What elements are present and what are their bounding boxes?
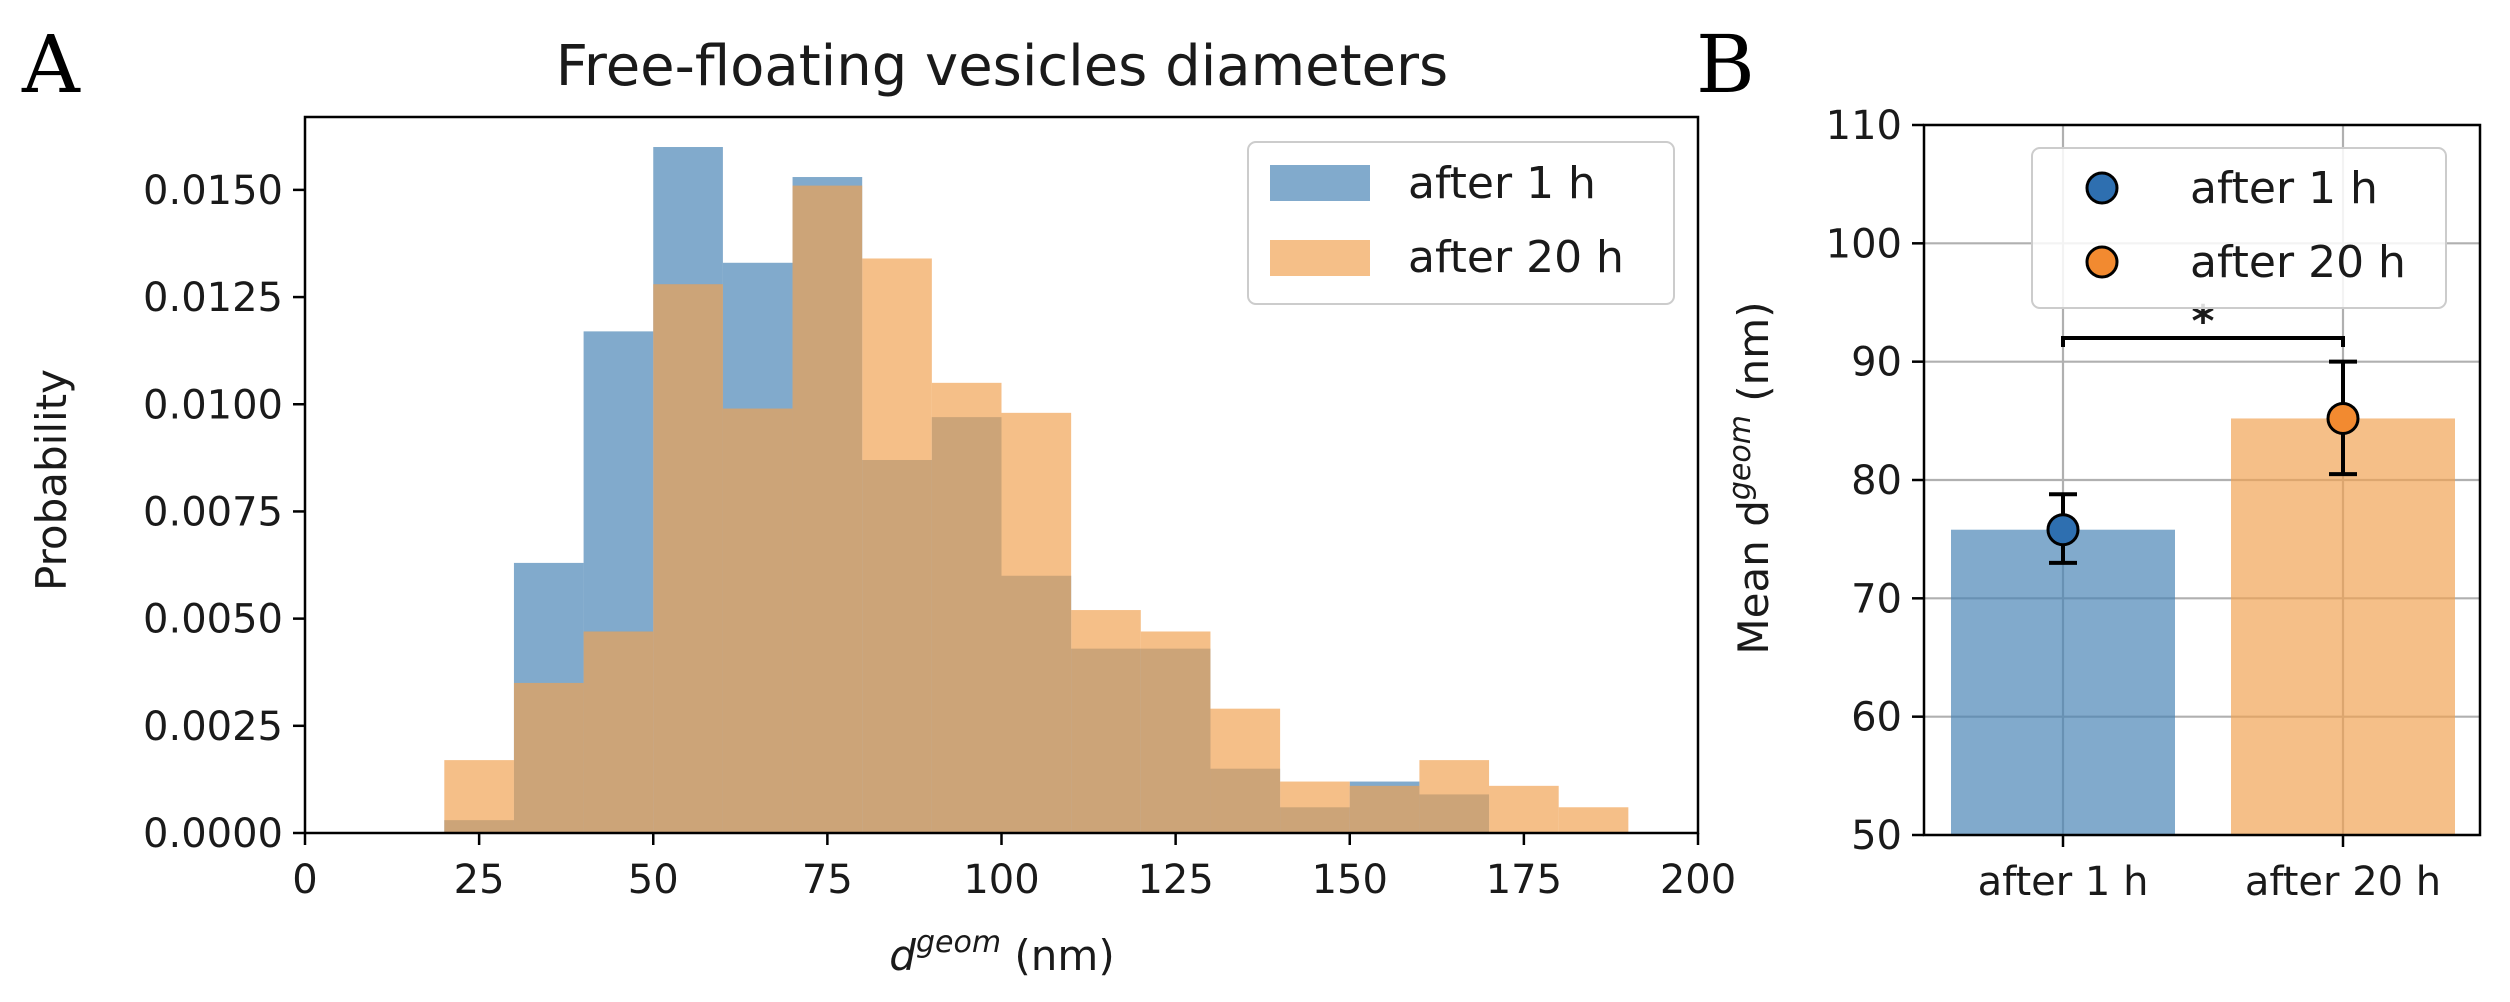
histogram-legend: after 1 h after 20 h xyxy=(1247,141,1675,305)
histogram-bar-after-20h-11 xyxy=(1210,708,1281,833)
histogram-bars xyxy=(444,147,1629,834)
legend-marker-after-20h xyxy=(2085,245,2119,279)
bar-legend-label-after-1h: after 1 h xyxy=(2190,163,2378,214)
y-tick-label: 90 xyxy=(1851,340,1902,386)
x-tick-label: 25 xyxy=(454,857,505,903)
x-tick-label: 175 xyxy=(1486,857,1562,903)
bar-chart-y-axis-label-text: Mean d xyxy=(1729,500,1778,654)
histogram-x-axis-label-sup: geom xyxy=(916,925,1001,960)
histogram-y-ticks: 0.0000 0.0025 0.0050 0.0075 0.0100 0.0125 0.01… xyxy=(143,168,305,857)
y-tick-label: 80 xyxy=(1851,458,1902,504)
y-tick-label: 110 xyxy=(1826,103,1902,149)
y-tick-label: 0.0000 xyxy=(143,811,283,857)
bar-chart-y-axis-label-sup: geom xyxy=(1723,415,1758,500)
x-tick-label: after 20 h xyxy=(2245,859,2441,905)
y-tick-label: 0.0125 xyxy=(143,275,283,321)
bar-chart-y-ticks: 50 60 70 80 90 100 110 xyxy=(1826,103,1924,859)
bar-after-1h xyxy=(1951,529,2175,835)
histogram-bar-after-20h-15 xyxy=(1489,785,1559,833)
y-tick-label: 0.0025 xyxy=(143,704,283,750)
mean-marker-after-20h xyxy=(2326,401,2360,435)
mean-marker-after-1h xyxy=(2046,513,2080,547)
y-tick-label: 50 xyxy=(1851,813,1902,859)
bar-chart-bars xyxy=(1951,418,2455,835)
y-tick-label: 0.0100 xyxy=(143,382,283,428)
histogram-bar-after-20h-4 xyxy=(722,408,793,833)
histogram-bar-after-20h-3 xyxy=(653,284,723,833)
histogram-bar-after-20h-7 xyxy=(931,382,1002,833)
y-tick-label: 0.0075 xyxy=(143,489,283,535)
legend-marker-after-1h xyxy=(2085,171,2119,205)
histogram-bar-after-20h-16 xyxy=(1558,807,1629,833)
significance-bracket-line xyxy=(2061,336,2345,347)
x-tick-label: 125 xyxy=(1137,857,1213,903)
histogram-bar-after-20h-1 xyxy=(513,682,584,833)
legend-label-after-20h: after 20 h xyxy=(1408,232,1624,283)
y-tick-label: 0.0050 xyxy=(143,597,283,643)
bar-legend-label-after-20h: after 20 h xyxy=(2190,237,2406,288)
x-tick-label: 100 xyxy=(963,857,1039,903)
histogram-bar-after-20h-12 xyxy=(1280,781,1350,833)
histogram-y-axis-label: Probability xyxy=(27,369,76,591)
histogram-bar-after-20h-6 xyxy=(862,258,932,834)
x-tick-label: 75 xyxy=(802,857,853,903)
histogram-bar-after-20h-2 xyxy=(583,631,654,833)
histogram-x-axis-label-var: d xyxy=(889,931,916,980)
bar-chart-y-axis-label-unit: (nm) xyxy=(1729,301,1778,415)
histogram-bar-after-20h-9 xyxy=(1071,610,1141,833)
bar-after-20h xyxy=(2231,418,2455,835)
panel-a-label: A xyxy=(21,18,81,111)
histogram-title: Free-floating vesicles diameters xyxy=(556,34,1448,99)
legend-swatch-after-1h xyxy=(1270,165,1370,201)
bar-chart-error-bars xyxy=(2046,359,2360,565)
histogram-x-axis-label-unit: (nm) xyxy=(1001,931,1115,980)
y-tick-label: 60 xyxy=(1851,695,1902,741)
legend-swatch-after-20h xyxy=(1270,240,1370,276)
histogram-bar-after-20h-8 xyxy=(1001,412,1072,833)
bar-chart-legend-box xyxy=(2031,147,2447,309)
x-tick-label: after 1 h xyxy=(1978,859,2149,905)
histogram-bar-after-20h-13 xyxy=(1349,785,1420,833)
histogram-bar-after-20h-14 xyxy=(1419,760,1490,833)
histogram-panel: Free-floating vesicles diameters 0 25 50 75… xyxy=(27,34,1736,980)
histogram-bar-after-20h-5 xyxy=(792,185,863,833)
x-tick-label: 50 xyxy=(628,857,679,903)
y-tick-label: 0.0150 xyxy=(143,168,283,214)
legend-label-after-1h: after 1 h xyxy=(1408,158,1596,209)
histogram-x-ticks: 0 25 50 75 100 125 150 175 200 xyxy=(292,833,1736,903)
y-tick-label: 100 xyxy=(1826,221,1902,267)
bar-chart-y-axis-label: Mean dgeom (nm) xyxy=(1723,301,1778,654)
panel-b-label: B xyxy=(1696,18,1755,111)
histogram-bar-after-20h-0 xyxy=(444,760,514,833)
y-tick-label: 70 xyxy=(1851,576,1902,622)
x-tick-label: 0 xyxy=(292,857,317,903)
x-tick-label: 150 xyxy=(1312,857,1388,903)
histogram-x-axis-label: dgeom (nm) xyxy=(889,925,1114,980)
bar-chart-legend: after 1 h after 20 h xyxy=(2031,147,2447,309)
x-tick-label: 200 xyxy=(1660,857,1736,903)
bar-chart-x-ticks: after 1 h after 20 h xyxy=(1978,835,2441,905)
histogram-bar-after-20h-10 xyxy=(1140,631,1211,833)
